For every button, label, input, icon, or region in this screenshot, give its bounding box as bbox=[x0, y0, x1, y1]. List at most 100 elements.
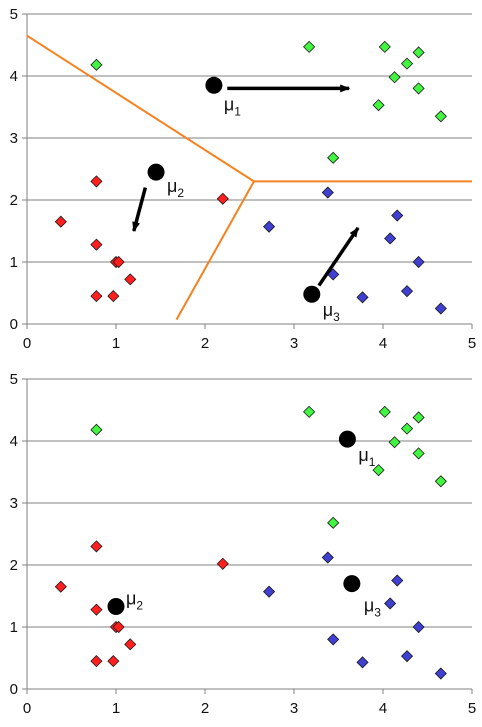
x-tick-label: 1 bbox=[112, 700, 120, 717]
data-point-red bbox=[216, 192, 229, 205]
centroid-subscript: 3 bbox=[333, 310, 340, 324]
data-point-blue bbox=[327, 633, 340, 646]
centroid-subscript: 2 bbox=[177, 186, 184, 200]
data-point-red bbox=[90, 238, 103, 251]
data-point-red bbox=[90, 290, 103, 303]
centroid-marker bbox=[107, 598, 125, 616]
centroid-label: μ1 bbox=[358, 445, 375, 469]
x-tick-label: 2 bbox=[201, 700, 209, 717]
data-point-green bbox=[434, 110, 447, 123]
data-point-green bbox=[372, 99, 385, 112]
data-point-red bbox=[107, 655, 120, 668]
centroid-subscript: 1 bbox=[234, 104, 241, 118]
data-point-green bbox=[412, 46, 425, 59]
centroid-symbol: μ bbox=[167, 176, 177, 196]
centroid-symbol: μ bbox=[358, 445, 368, 465]
data-point-red bbox=[112, 620, 125, 634]
data-point-blue bbox=[400, 285, 414, 298]
x-tick-label: 3 bbox=[290, 700, 298, 717]
data-point-blue bbox=[391, 209, 404, 222]
x-tick-label: 4 bbox=[379, 700, 387, 717]
centroid-label: μ2 bbox=[167, 176, 184, 200]
data-point-green bbox=[412, 82, 425, 95]
data-point-red bbox=[124, 638, 137, 651]
y-tick-label: 5 bbox=[10, 371, 18, 388]
y-tick-label: 3 bbox=[10, 495, 18, 512]
data-point-green bbox=[90, 423, 103, 436]
y-tick-label: 5 bbox=[10, 6, 18, 23]
data-point-blue bbox=[434, 302, 447, 315]
data-point-blue bbox=[400, 650, 414, 663]
centroid-subscript: 1 bbox=[369, 455, 376, 469]
y-tick-label: 4 bbox=[10, 68, 18, 85]
data-point-green bbox=[412, 411, 425, 424]
x-tick-label: 0 bbox=[23, 700, 31, 717]
centroid-marker bbox=[147, 163, 165, 181]
y-tick-label: 2 bbox=[10, 192, 18, 209]
x-tick-label: 5 bbox=[468, 335, 476, 352]
data-point-blue bbox=[356, 291, 369, 304]
data-point-green bbox=[400, 422, 414, 435]
data-point-blue bbox=[391, 574, 404, 587]
data-point-green bbox=[434, 475, 447, 488]
data-point-green bbox=[388, 71, 401, 84]
data-point-blue bbox=[356, 656, 369, 669]
data-point-blue bbox=[321, 551, 334, 564]
data-point-green bbox=[303, 405, 316, 418]
data-point-red bbox=[90, 603, 103, 616]
y-tick-label: 0 bbox=[10, 316, 18, 333]
centroid-label: μ3 bbox=[364, 596, 381, 620]
centroid-label: μ3 bbox=[323, 300, 340, 324]
data-point-blue bbox=[321, 186, 334, 199]
centroid-move-arrow bbox=[132, 187, 148, 232]
data-point-green bbox=[378, 405, 391, 418]
data-point-red bbox=[90, 540, 103, 553]
y-tick-label: 2 bbox=[10, 557, 18, 574]
centroid-move-arrow bbox=[317, 226, 360, 287]
data-point-red bbox=[54, 215, 67, 228]
centroid-marker bbox=[303, 285, 321, 303]
centroid-subscript: 3 bbox=[374, 606, 381, 620]
decision-boundary bbox=[175, 180, 255, 321]
data-point-red bbox=[216, 557, 229, 570]
data-point-red bbox=[90, 175, 103, 188]
centroid-symbol: μ bbox=[224, 94, 234, 114]
data-point-red bbox=[90, 655, 103, 668]
data-point-green bbox=[327, 151, 340, 164]
y-tick-label: 4 bbox=[10, 433, 18, 450]
data-point-green bbox=[400, 57, 414, 70]
data-point-green bbox=[388, 436, 401, 449]
data-point-blue bbox=[412, 255, 425, 269]
centroid-symbol: μ bbox=[126, 589, 136, 609]
centroid-subscript: 2 bbox=[136, 599, 143, 613]
y-tick-label: 1 bbox=[10, 619, 18, 636]
centroid-symbol: μ bbox=[323, 300, 333, 320]
data-point-red bbox=[124, 273, 137, 286]
data-point-red bbox=[112, 255, 125, 269]
data-point-blue bbox=[384, 597, 397, 610]
data-point-green bbox=[327, 516, 340, 529]
centroid-symbol: μ bbox=[364, 596, 374, 616]
y-tick-label: 3 bbox=[10, 130, 18, 147]
data-point-red bbox=[107, 290, 120, 303]
centroid-label: μ1 bbox=[224, 94, 241, 118]
x-tick-label: 1 bbox=[112, 335, 120, 352]
x-tick-label: 0 bbox=[23, 335, 31, 352]
data-point-green bbox=[378, 40, 391, 53]
data-point-green bbox=[412, 447, 425, 460]
data-point-green bbox=[90, 58, 103, 71]
x-tick-label: 4 bbox=[379, 335, 387, 352]
x-tick-label: 3 bbox=[290, 335, 298, 352]
data-point-blue bbox=[384, 232, 397, 245]
x-tick-label: 2 bbox=[201, 335, 209, 352]
data-point-red bbox=[54, 580, 67, 593]
centroid-marker bbox=[205, 76, 223, 94]
data-point-green bbox=[372, 464, 385, 477]
y-tick-label: 1 bbox=[10, 254, 18, 271]
centroid-marker bbox=[343, 575, 361, 593]
data-point-blue bbox=[263, 220, 276, 233]
